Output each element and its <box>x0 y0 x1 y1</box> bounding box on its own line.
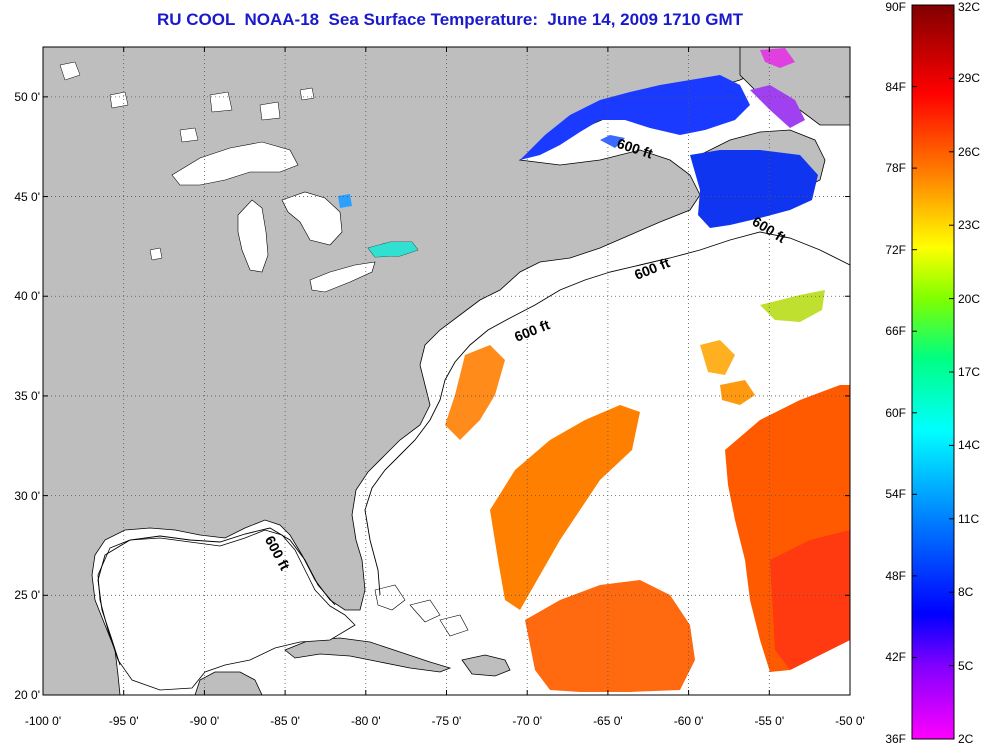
colorbar-label-c: 14C <box>958 438 981 453</box>
longitude-label: -55 0' <box>754 714 785 728</box>
colorbar-label-f: 72F <box>885 242 906 257</box>
colorbar-label-c: 32C <box>958 0 981 14</box>
colorbar-ticks <box>912 4 954 740</box>
sst-cold-region <box>338 48 818 257</box>
longitude-label: -65 0' <box>593 714 623 728</box>
latitude-label: 40 0' <box>14 289 40 304</box>
colorbar-label-c: 2C <box>958 732 974 746</box>
map-title: RU COOL NOAA-18 Sea Surface Temperature:… <box>156 10 744 29</box>
colorbar-label-c: 11C <box>958 511 980 526</box>
bahamas-islands <box>374 584 469 637</box>
lake-superior <box>171 141 299 186</box>
latitude-label: 20 0' <box>14 688 40 702</box>
colorbar-label-c: 23C <box>958 218 981 233</box>
colorbar-label-f: 36F <box>885 732 906 746</box>
colorbar-label-f: 66F <box>885 324 906 339</box>
land-cuba <box>284 637 452 673</box>
sst-warm-region <box>445 290 850 692</box>
colorbar-label-c: 17C <box>958 365 981 379</box>
longitude-label: -60 0' <box>673 714 704 728</box>
longitude-label: -75 0' <box>431 714 462 728</box>
depth-contour-atlantic <box>364 231 850 596</box>
colorbar-label-f: 42F <box>885 650 906 665</box>
colorbar-label-c: 8C <box>958 585 974 600</box>
lake-huron <box>281 191 343 246</box>
latitude-label: 30 0' <box>14 488 40 503</box>
colorbar-label-c: 26C <box>958 144 981 159</box>
latitude-label: 45 0' <box>14 189 40 204</box>
colorbar <box>911 4 955 740</box>
colorbar-label-f: 60F <box>885 405 906 420</box>
colorbar-label-c: 20C <box>958 291 981 306</box>
longitude-label: -80 0' <box>350 714 381 728</box>
longitude-label: -85 0' <box>270 714 300 728</box>
latitude-label: 50 0' <box>14 89 40 104</box>
axis-ticks <box>42 47 851 696</box>
latitude-label: 35 0' <box>14 388 40 403</box>
colorbar-label-c: 29C <box>958 71 981 86</box>
graticule <box>43 47 850 695</box>
longitude-label: -100 0' <box>24 714 62 728</box>
colorbar-label-f: 78F <box>885 161 906 176</box>
gulf-of-mexico <box>97 529 356 691</box>
lake-erie <box>309 261 376 293</box>
colorbar-label-f: 90F <box>885 0 906 14</box>
colorbar-label-f: 84F <box>885 79 906 94</box>
land-yucatan <box>194 671 263 695</box>
colorbar-label-c: 5C <box>958 658 974 673</box>
lake-michigan <box>237 199 269 273</box>
longitude-label: -50 0' <box>835 714 865 728</box>
colorbar-label-f: 48F <box>885 568 906 583</box>
longitude-label: -70 0' <box>512 714 543 728</box>
colorbar-label-f: 54F <box>885 487 906 502</box>
depth-contour-gulf <box>97 527 336 666</box>
latitude-label: 25 0' <box>14 588 40 603</box>
longitude-label: -90 0' <box>189 714 220 728</box>
land-hispaniola <box>461 654 511 677</box>
longitude-label: -95 0' <box>108 714 139 728</box>
